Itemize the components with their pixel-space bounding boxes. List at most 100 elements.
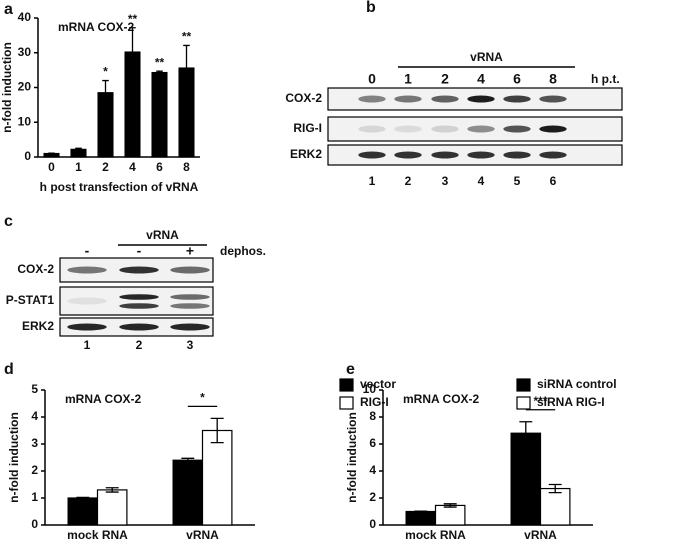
y-tick-label: 0 bbox=[31, 517, 38, 531]
blot-band bbox=[67, 297, 107, 305]
blot-band bbox=[539, 151, 567, 159]
x-tick-label: 8 bbox=[183, 160, 190, 174]
y-tick-label: 1 bbox=[31, 490, 38, 504]
bar bbox=[178, 67, 195, 158]
lane-header: 1 bbox=[404, 71, 412, 87]
lane-header: 0 bbox=[368, 71, 376, 87]
significance-label: ** bbox=[128, 12, 138, 26]
x-tick-label: 1 bbox=[75, 160, 82, 174]
lane-header: - bbox=[137, 243, 142, 259]
blot-band bbox=[394, 95, 422, 103]
y-tick-label: 20 bbox=[18, 80, 32, 94]
lane-header: 6 bbox=[513, 71, 521, 87]
blot-strip bbox=[59, 286, 214, 316]
error-bar bbox=[105, 487, 119, 493]
blot-band bbox=[170, 323, 210, 331]
header-unit: h p.t. bbox=[591, 72, 620, 86]
y-tick-label: 0 bbox=[24, 149, 31, 163]
panel-label: a bbox=[4, 1, 13, 18]
legend-label: siRNA RIG-I bbox=[537, 395, 605, 409]
error-bar bbox=[414, 510, 428, 513]
error-bar bbox=[129, 27, 136, 53]
error-bar bbox=[102, 79, 109, 93]
lane-number: 6 bbox=[550, 174, 557, 188]
error-bar bbox=[76, 496, 90, 500]
blot-band bbox=[119, 266, 159, 274]
blot-band bbox=[431, 125, 459, 133]
legend-swatch bbox=[339, 378, 354, 392]
error-bar bbox=[156, 70, 163, 73]
significance-label: ** bbox=[155, 55, 165, 69]
y-tick-label: 30 bbox=[18, 45, 32, 59]
bar bbox=[405, 510, 437, 526]
chart-title: mRNA COX-2 bbox=[58, 20, 135, 34]
y-axis-label: n-fold induction bbox=[0, 42, 14, 133]
bar bbox=[434, 504, 466, 526]
lane-number: 4 bbox=[478, 174, 485, 188]
blot-band bbox=[170, 294, 210, 300]
blot-band bbox=[119, 323, 159, 331]
bar bbox=[201, 429, 233, 526]
row-label: ERK2 bbox=[22, 319, 54, 333]
bar bbox=[510, 432, 542, 526]
y-tick-label: 2 bbox=[31, 463, 38, 477]
legend-swatch bbox=[339, 396, 354, 410]
blot-band bbox=[539, 95, 567, 103]
blot-band bbox=[170, 266, 210, 274]
lane-number: 3 bbox=[442, 174, 449, 188]
row-label: P-STAT1 bbox=[6, 293, 55, 307]
bar bbox=[97, 92, 114, 158]
x-tick-label: vRNA bbox=[186, 528, 219, 542]
row-label: COX-2 bbox=[285, 91, 322, 105]
lane-number: 3 bbox=[187, 338, 194, 352]
bar bbox=[43, 152, 60, 158]
x-tick-label: 4 bbox=[129, 160, 136, 174]
blot-band bbox=[467, 95, 495, 103]
y-tick-label: 10 bbox=[18, 114, 32, 128]
lane-header: 4 bbox=[477, 71, 485, 87]
y-tick-label: 0 bbox=[369, 517, 376, 531]
error-bar bbox=[210, 417, 224, 444]
group-label: vRNA bbox=[146, 228, 179, 242]
error-bar bbox=[443, 503, 457, 508]
lane-number: 2 bbox=[405, 174, 412, 188]
significance-label: * bbox=[103, 65, 108, 79]
blot-band bbox=[67, 266, 107, 274]
x-tick-label: mock RNA bbox=[405, 528, 466, 542]
bar bbox=[96, 489, 128, 526]
x-tick-label: mock RNA bbox=[67, 528, 128, 542]
x-axis-label: h post transfection of vRNA bbox=[40, 180, 199, 194]
blot-band bbox=[431, 95, 459, 103]
x-tick-label: vRNA bbox=[524, 528, 557, 542]
lane-header: + bbox=[186, 243, 194, 259]
panel-label: e bbox=[346, 361, 355, 378]
lane-number: 2 bbox=[136, 338, 143, 352]
legend-swatch bbox=[516, 396, 531, 410]
significance-label: * bbox=[200, 391, 205, 405]
blot-band bbox=[539, 125, 567, 133]
error-bar bbox=[75, 147, 82, 150]
legend-label: siRNA control bbox=[537, 377, 617, 391]
error-bar bbox=[519, 421, 533, 446]
blot-band bbox=[431, 151, 459, 159]
lane-header: 2 bbox=[441, 71, 449, 87]
blot-band bbox=[170, 303, 210, 309]
blot-band bbox=[394, 151, 422, 159]
bar bbox=[70, 148, 87, 158]
y-tick-label: 4 bbox=[369, 463, 376, 477]
chart-title: mRNA COX-2 bbox=[403, 392, 480, 406]
row-label: COX-2 bbox=[17, 262, 54, 276]
legend-label: vector bbox=[360, 377, 396, 391]
y-tick-label: 40 bbox=[18, 10, 32, 24]
blot-band bbox=[467, 151, 495, 159]
blot-strip bbox=[327, 116, 623, 142]
y-tick-label: 4 bbox=[31, 409, 38, 423]
blot-band bbox=[503, 151, 531, 159]
legend-label: RIG-I bbox=[360, 395, 389, 409]
lane-number: 1 bbox=[84, 338, 91, 352]
bar bbox=[67, 497, 99, 526]
significance-label: *** bbox=[533, 394, 547, 408]
panel-label: d bbox=[4, 361, 14, 378]
panel-label: b bbox=[366, 0, 376, 16]
